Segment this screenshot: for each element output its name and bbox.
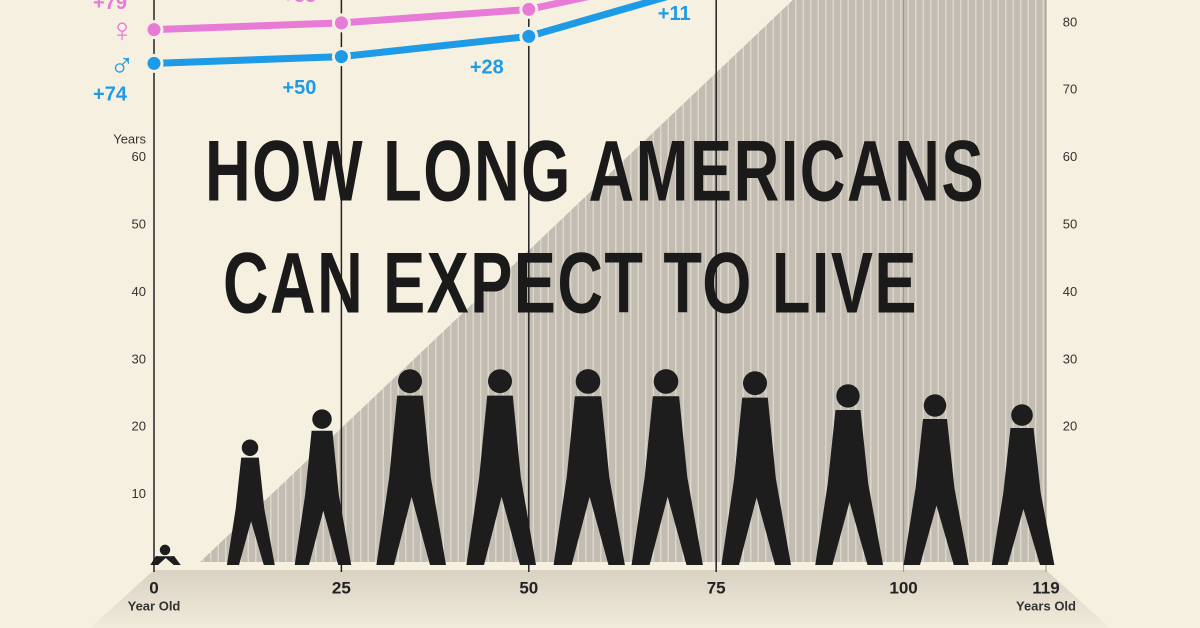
data-label: +79: [93, 0, 127, 14]
silhouette-body: [721, 397, 791, 565]
legend-symbol: ♂: [109, 45, 135, 83]
data-label: +74: [93, 84, 128, 106]
y2-tick-label: 50: [1063, 217, 1077, 232]
floor: [90, 570, 1110, 628]
silhouette-body: [376, 395, 446, 565]
silhouette-head: [836, 384, 860, 408]
data-label: +28: [470, 57, 504, 79]
data-point: [144, 20, 164, 40]
silhouette-head: [241, 439, 259, 456]
silhouette-head: [398, 369, 422, 394]
y2-tick-label: 70: [1063, 82, 1077, 97]
data-point: [331, 13, 351, 33]
series-line: [150, 0, 590, 34]
y2-tick-label: 30: [1063, 351, 1077, 366]
y-tick-label: 40: [132, 284, 146, 299]
silhouette-body: [815, 409, 884, 565]
silhouette-head: [575, 369, 601, 394]
silhouette-body: [631, 396, 703, 565]
y-tick-label: 20: [132, 419, 146, 434]
data-label: +50: [282, 77, 316, 99]
series-line: [150, 0, 668, 67]
y-axis-label: Years: [113, 131, 146, 146]
data-point: [331, 47, 351, 67]
x-tick-label: 100: [889, 578, 917, 597]
y-tick-label: 30: [132, 351, 146, 366]
x-tick-label: 25: [332, 578, 351, 597]
x-tick-label: 119: [1032, 578, 1059, 597]
silhouette-head: [1011, 404, 1033, 426]
chart-title: HOW LONG AMERICANS: [205, 124, 985, 220]
data-point: [519, 26, 539, 46]
silhouette-body: [294, 430, 352, 565]
silhouette-body: [991, 428, 1055, 565]
y2-tick-label: 80: [1063, 14, 1077, 29]
y-tick-label: 50: [132, 217, 146, 232]
data-point: [144, 53, 164, 73]
silhouette-body: [466, 395, 536, 565]
silhouette-head: [743, 371, 767, 396]
x-tick-label: 50: [519, 578, 538, 597]
y-tick-label: 60: [132, 149, 146, 164]
x-end-label: Years Old: [1016, 598, 1076, 613]
silhouette-head: [159, 544, 171, 556]
silhouette-body: [150, 556, 181, 565]
y-tick-label: 10: [132, 486, 146, 501]
silhouette-body: [553, 396, 625, 565]
silhouette-head: [653, 369, 679, 394]
silhouette-body: [903, 419, 969, 565]
data-point: [519, 0, 539, 19]
data-label: +11: [658, 3, 691, 25]
chart-title: CAN EXPECT TO LIVE: [223, 236, 918, 332]
y2-tick-label: 60: [1063, 149, 1077, 164]
x-tick-label: 0: [149, 578, 158, 597]
silhouette-body: [226, 457, 275, 565]
x-start-label: Year Old: [128, 598, 181, 613]
silhouettes: [150, 369, 1055, 565]
data-label: +55: [282, 0, 316, 7]
axes: 0 25 50 75 100 119 Year Old Years Old Years 10 20 3…: [113, 0, 1077, 613]
legend-symbol: ♀: [109, 12, 135, 50]
x-tick-label: 75: [707, 578, 726, 597]
silhouette-head: [923, 394, 947, 417]
y2-tick-label: 40: [1063, 284, 1077, 299]
y2-tick-label: 20: [1063, 419, 1077, 434]
silhouette-head: [488, 369, 512, 394]
silhouette-head: [312, 409, 332, 429]
plot: ♀+79 +55 ♂+74 +50 +28 +11: [93, 0, 691, 106]
